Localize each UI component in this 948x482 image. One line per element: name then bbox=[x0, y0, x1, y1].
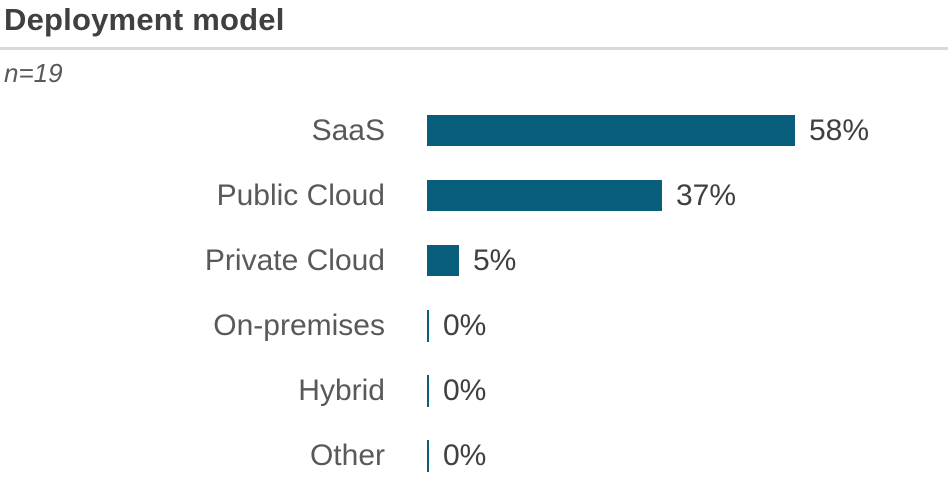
chart-row: Hybrid 0% bbox=[0, 358, 948, 423]
value-label: 0% bbox=[443, 373, 487, 407]
zero-bar-tick bbox=[427, 309, 429, 342]
bar-track: 37% bbox=[427, 179, 736, 213]
chart-row: On-premises 0% bbox=[0, 293, 948, 358]
bar bbox=[427, 245, 459, 276]
value-label: 0% bbox=[443, 308, 487, 342]
chart-row: Other 0% bbox=[0, 423, 948, 482]
bar-track: 0% bbox=[427, 374, 486, 408]
bar-track: 58% bbox=[427, 114, 869, 148]
page-title: Deployment model bbox=[4, 2, 285, 37]
chart-row: Private Cloud 5% bbox=[0, 228, 948, 293]
category-label: On-premises bbox=[213, 308, 385, 342]
zero-bar-tick bbox=[427, 439, 429, 472]
category-label: Private Cloud bbox=[204, 243, 385, 277]
category-label: Public Cloud bbox=[216, 178, 385, 212]
chart-row: SaaS 58% bbox=[0, 98, 948, 163]
value-label: 58% bbox=[809, 113, 870, 147]
bar bbox=[427, 115, 795, 146]
category-label: SaaS bbox=[311, 113, 385, 147]
bar-track: 0% bbox=[427, 439, 486, 473]
category-label: Other bbox=[309, 438, 385, 472]
title-divider bbox=[0, 47, 948, 50]
category-label: Hybrid bbox=[298, 373, 385, 407]
value-label: 37% bbox=[676, 178, 737, 212]
bar-chart: SaaS 58% Public Cloud 37% Private Cloud 5% On-… bbox=[0, 98, 948, 482]
value-label: 0% bbox=[443, 438, 487, 472]
chart-row: Public Cloud 37% bbox=[0, 163, 948, 228]
bar-track: 5% bbox=[427, 244, 516, 278]
bar bbox=[427, 180, 662, 211]
value-label: 5% bbox=[473, 243, 517, 277]
bar-track: 0% bbox=[427, 309, 486, 343]
zero-bar-tick bbox=[427, 374, 429, 407]
sample-size-label: n=19 bbox=[4, 58, 63, 88]
